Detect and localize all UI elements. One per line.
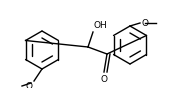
Text: O: O bbox=[100, 75, 108, 84]
Text: OH: OH bbox=[94, 21, 108, 30]
Text: O: O bbox=[141, 18, 148, 27]
Text: O: O bbox=[26, 82, 33, 88]
